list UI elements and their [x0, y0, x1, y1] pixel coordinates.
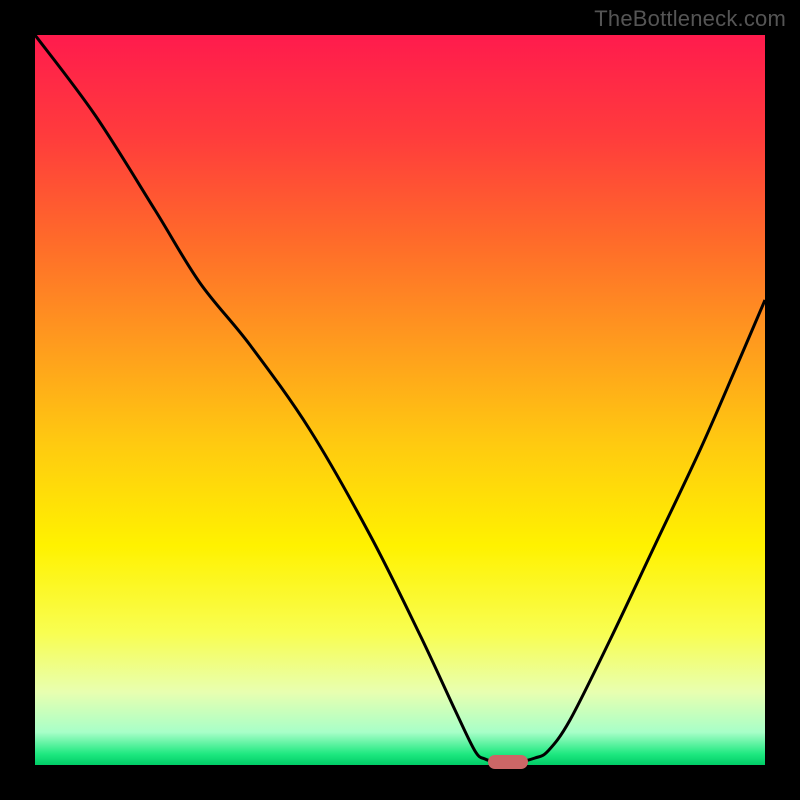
- bottleneck-curve-chart: [0, 0, 800, 800]
- chart-frame: TheBottleneck.com: [0, 0, 800, 800]
- optimum-marker: [488, 755, 528, 769]
- watermark-text: TheBottleneck.com: [594, 6, 786, 32]
- gradient-background: [35, 35, 765, 765]
